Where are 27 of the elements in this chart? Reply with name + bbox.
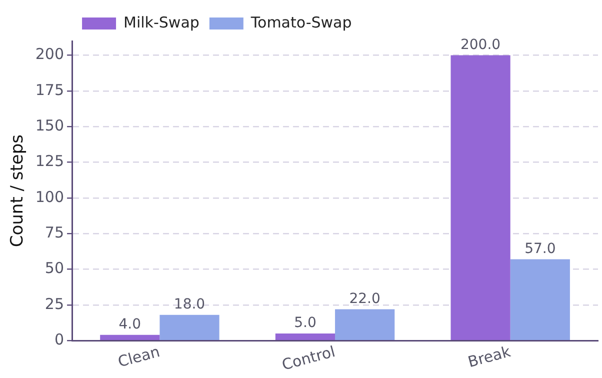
legend-label: Tomato-Swap xyxy=(250,13,352,32)
data-label: 22.0 xyxy=(349,290,380,307)
x-tick-label: Control xyxy=(280,342,338,374)
y-tick-label: 25 xyxy=(44,294,64,313)
y-tick-label: 125 xyxy=(35,152,64,170)
y-axis-title: Count / steps xyxy=(8,134,28,248)
data-label: 18.0 xyxy=(174,296,206,313)
data-label: 5.0 xyxy=(294,315,316,332)
data-label: 57.0 xyxy=(524,240,556,257)
bar xyxy=(275,333,336,340)
y-tick-label: 75 xyxy=(44,223,64,242)
y-tick-label: 100 xyxy=(35,188,64,206)
bar xyxy=(510,259,570,340)
x-tick-label: Clean xyxy=(116,342,162,371)
y-tick-label: 0 xyxy=(54,330,64,348)
x-tick-label: Break xyxy=(466,342,513,372)
data-label: 4.0 xyxy=(118,316,142,333)
bar xyxy=(450,55,510,340)
y-tick-label: 150 xyxy=(35,116,64,134)
data-label: 200.0 xyxy=(460,36,501,53)
bar xyxy=(100,334,160,340)
bar xyxy=(160,314,220,340)
y-tick-label: 50 xyxy=(44,259,64,278)
y-tick-label: 200 xyxy=(35,45,64,64)
y-tick-label: 175 xyxy=(35,80,64,99)
bar xyxy=(335,309,395,340)
legend-label: Milk-Swap xyxy=(124,13,200,32)
